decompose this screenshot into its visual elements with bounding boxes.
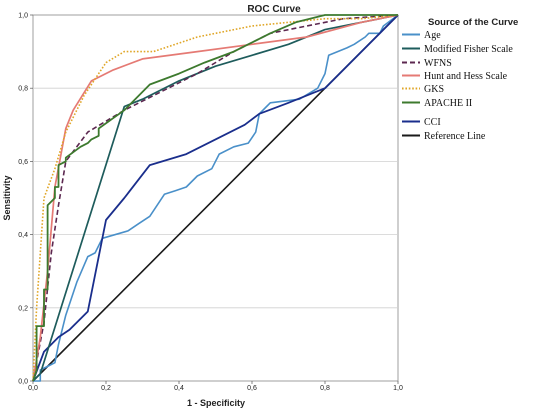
legend-label: Hunt and Hess Scale [424, 71, 508, 82]
x-tick-label: 0,4 [174, 385, 184, 392]
x-tick-label: 0,6 [247, 385, 257, 392]
x-tick-label: 0,2 [101, 385, 111, 392]
y-tick-label: 0,6 [18, 159, 28, 166]
series-line-apache-ii [32, 14, 398, 382]
x-axis-ticks: 0,0 0,2 0,4 0,6 0,8 1,0 [28, 381, 403, 392]
legend-label: GKS [424, 84, 444, 95]
y-tick-label: 0,0 [18, 379, 28, 386]
series-layer [32, 14, 399, 382]
series-line-wfns [32, 14, 399, 382]
x-tick-label: 0,0 [28, 385, 38, 392]
legend-title: Source of the Curve [428, 17, 518, 28]
legend: Age Modified Fisher Scale WFNS Hunt and Hes… [402, 30, 513, 142]
y-tick-label: 0,2 [18, 305, 28, 312]
y-tick-label: 0,8 [18, 86, 28, 93]
legend-label: Modified Fisher Scale [424, 44, 513, 55]
series-line-age [33, 14, 399, 382]
legend-label: Age [424, 30, 441, 41]
legend-label: CCI [424, 117, 441, 128]
series-line-gks [32, 14, 399, 382]
x-tick-label: 1,0 [393, 385, 403, 392]
legend-label: APACHE II [424, 98, 472, 109]
series-line-cci [32, 14, 399, 382]
y-axis-label: Sensitivity [2, 175, 12, 220]
chart-title: ROC Curve [247, 4, 301, 15]
legend-label: Reference Line [424, 131, 486, 142]
x-tick-label: 0,8 [320, 385, 330, 392]
y-axis-ticks: 0,0 0,2 0,4 0,6 0,8 1,0 [18, 13, 398, 386]
y-tick-label: 0,4 [18, 232, 28, 239]
y-tick-label: 1,0 [18, 13, 28, 20]
x-axis-label: 1 - Specificity [187, 398, 245, 408]
legend-label: WFNS [424, 58, 452, 69]
series-line-hunt-and-hess-scale [32, 14, 399, 382]
